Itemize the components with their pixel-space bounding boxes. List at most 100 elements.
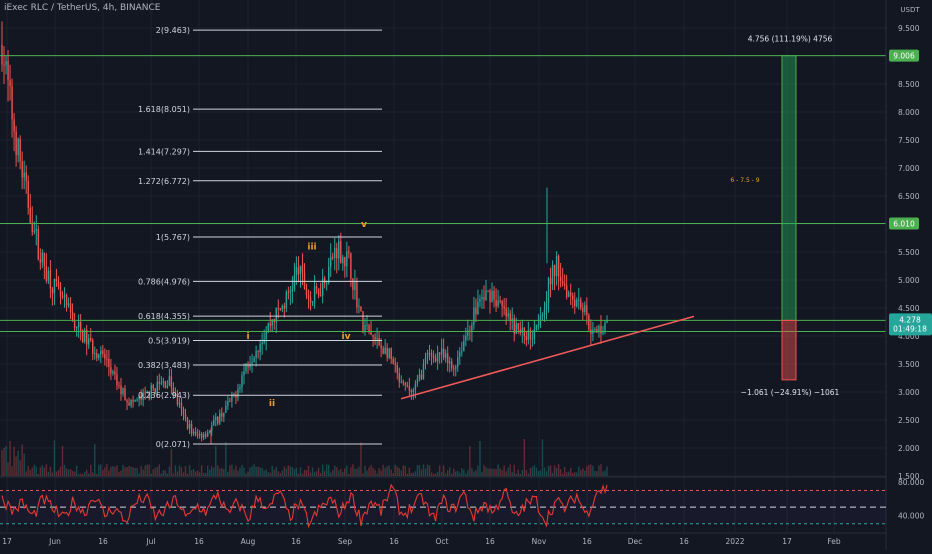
volume-bar [511, 472, 513, 476]
candle-body [19, 138, 21, 162]
volume-bar [200, 465, 203, 476]
candle-body [247, 363, 249, 368]
price-axis[interactable] [886, 0, 932, 550]
candle-body [336, 248, 338, 259]
price-tick-label: 3.000 [898, 388, 920, 397]
volume-bar [253, 464, 255, 476]
volume-bar [430, 472, 433, 476]
candle-body [446, 353, 449, 364]
candle-body [235, 395, 237, 398]
long-position-stop-zone[interactable] [781, 319, 797, 381]
volume-bar [164, 470, 167, 476]
candle-body [204, 434, 207, 437]
candle-body [61, 296, 64, 298]
volume-bar [521, 470, 524, 476]
candle-body [440, 348, 443, 355]
volume-bar [420, 469, 423, 476]
volume-bar [446, 470, 449, 476]
candle-body [174, 393, 177, 396]
candle-body [31, 222, 33, 233]
candle-body [340, 241, 342, 264]
level-price-badge-text: 9.006 [893, 52, 915, 61]
candle-body [160, 382, 163, 384]
candle-body [388, 348, 390, 358]
volume-bar [247, 471, 249, 476]
volume-bar [342, 472, 344, 476]
candle-body [198, 434, 201, 436]
candle-body [327, 266, 330, 283]
volume-bar [291, 466, 294, 476]
volume-bar [29, 469, 31, 476]
volume-bar [457, 470, 459, 476]
fib-label: 0.618(4.355) [138, 312, 190, 321]
candle-body [594, 328, 596, 330]
volume-bar [503, 465, 505, 476]
candle-body [90, 338, 92, 341]
candle-body [543, 309, 546, 315]
candle-body [138, 395, 140, 400]
candle-body [360, 306, 362, 312]
candle-body [65, 295, 68, 306]
candle-body [297, 267, 300, 275]
candle-body [372, 334, 374, 337]
volume-bar [531, 466, 534, 476]
candle-body [55, 278, 58, 282]
candle-body [436, 352, 439, 362]
candle-body [184, 414, 187, 419]
candle-body [67, 303, 70, 306]
support-trendline[interactable] [400, 315, 695, 400]
fib-retracement[interactable] [193, 29, 382, 445]
candle-body [219, 413, 221, 424]
volume-bar [144, 465, 146, 476]
volume-bar [49, 466, 52, 476]
volume-bar [219, 468, 221, 476]
candle-body [158, 381, 161, 384]
candle-body [489, 290, 491, 303]
volume-bar [541, 439, 544, 476]
candle-body [448, 361, 451, 364]
volume-bar [325, 464, 328, 476]
candle-body [186, 418, 189, 429]
volume-bar [580, 470, 582, 476]
candle-body [459, 352, 461, 358]
time-tick-label: Dec [628, 537, 643, 546]
candle-body [225, 405, 227, 413]
volume-bar [307, 465, 310, 476]
candle-body [406, 385, 409, 387]
volume-bar [7, 462, 9, 476]
symbol-title: iExec RLC / TetherUS, 4h, BINANCE [4, 3, 161, 13]
volume-bar [390, 469, 392, 476]
candle-body [354, 282, 356, 290]
volume-bar [555, 468, 558, 476]
candle-body [75, 327, 78, 329]
volume-bar [75, 465, 78, 476]
volume-bar [120, 470, 122, 476]
volume-bar [106, 464, 108, 476]
volume-bar [98, 464, 100, 476]
volume-bar [578, 466, 580, 476]
candle-body [444, 353, 447, 358]
volume-bar [376, 473, 378, 476]
volume-bar [330, 472, 332, 476]
candle-body [209, 430, 211, 433]
volume-bar [77, 473, 80, 476]
candle-body [366, 324, 368, 326]
candle-body [491, 290, 493, 303]
candle-body [412, 389, 415, 392]
volume-bar [584, 470, 586, 476]
volume-bar [174, 465, 177, 476]
candle-body [96, 353, 98, 359]
volume-bar [432, 473, 435, 476]
candle-body [386, 347, 388, 358]
volume-bar [388, 465, 390, 476]
long-position-target-zone[interactable] [781, 55, 797, 321]
candle-body [463, 340, 465, 352]
volume-bar [301, 473, 304, 476]
candle-body [128, 402, 130, 406]
volume-bar [586, 466, 588, 476]
volume-bar [51, 472, 54, 476]
volume-bar [551, 472, 554, 476]
candle-body [269, 323, 271, 326]
volume-bar [543, 467, 546, 476]
